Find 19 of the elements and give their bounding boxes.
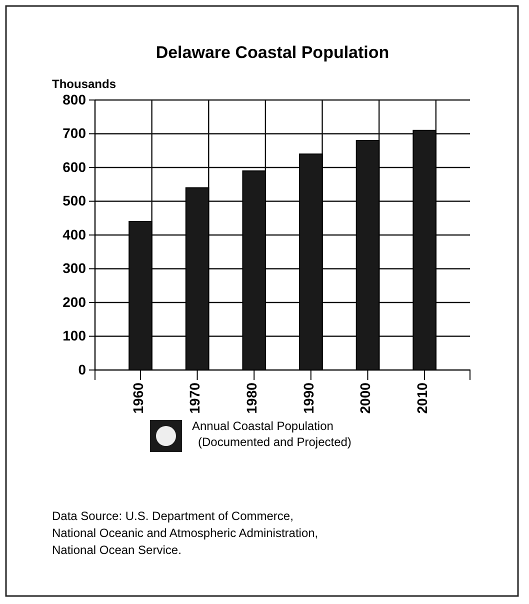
chart-title: Delaware Coastal Population	[156, 43, 390, 62]
y-tick-label: 700	[62, 125, 86, 142]
x-tick-label: 1990	[300, 382, 316, 414]
x-tick-label: 1960	[130, 382, 146, 414]
y-tick-label: 500	[62, 192, 86, 209]
y-tick-label: 300	[62, 260, 86, 276]
x-tick-label: 2010	[414, 382, 430, 414]
x-tick-label: 1970	[186, 382, 203, 414]
source-note: Data Source: U.S. Department of Commerce, National Oceanic and Atmospheric Administration, National Ocean Service.	[52, 509, 318, 557]
x-tick-label: 2000	[357, 382, 374, 414]
y-tick-label: 600	[62, 158, 86, 175]
y-tick-label: 0	[78, 361, 86, 378]
y-tick-label: 100	[62, 328, 86, 344]
x-tick-label: 1980	[243, 382, 260, 414]
text: Annual Coastal Population (Documented and Projected)	[192, 419, 352, 449]
y-tick-label: 400	[62, 226, 86, 242]
y-axis-title: Thousands	[52, 77, 116, 91]
y-tick-label: 800	[62, 91, 86, 108]
y-tick-label: 200	[62, 294, 86, 310]
